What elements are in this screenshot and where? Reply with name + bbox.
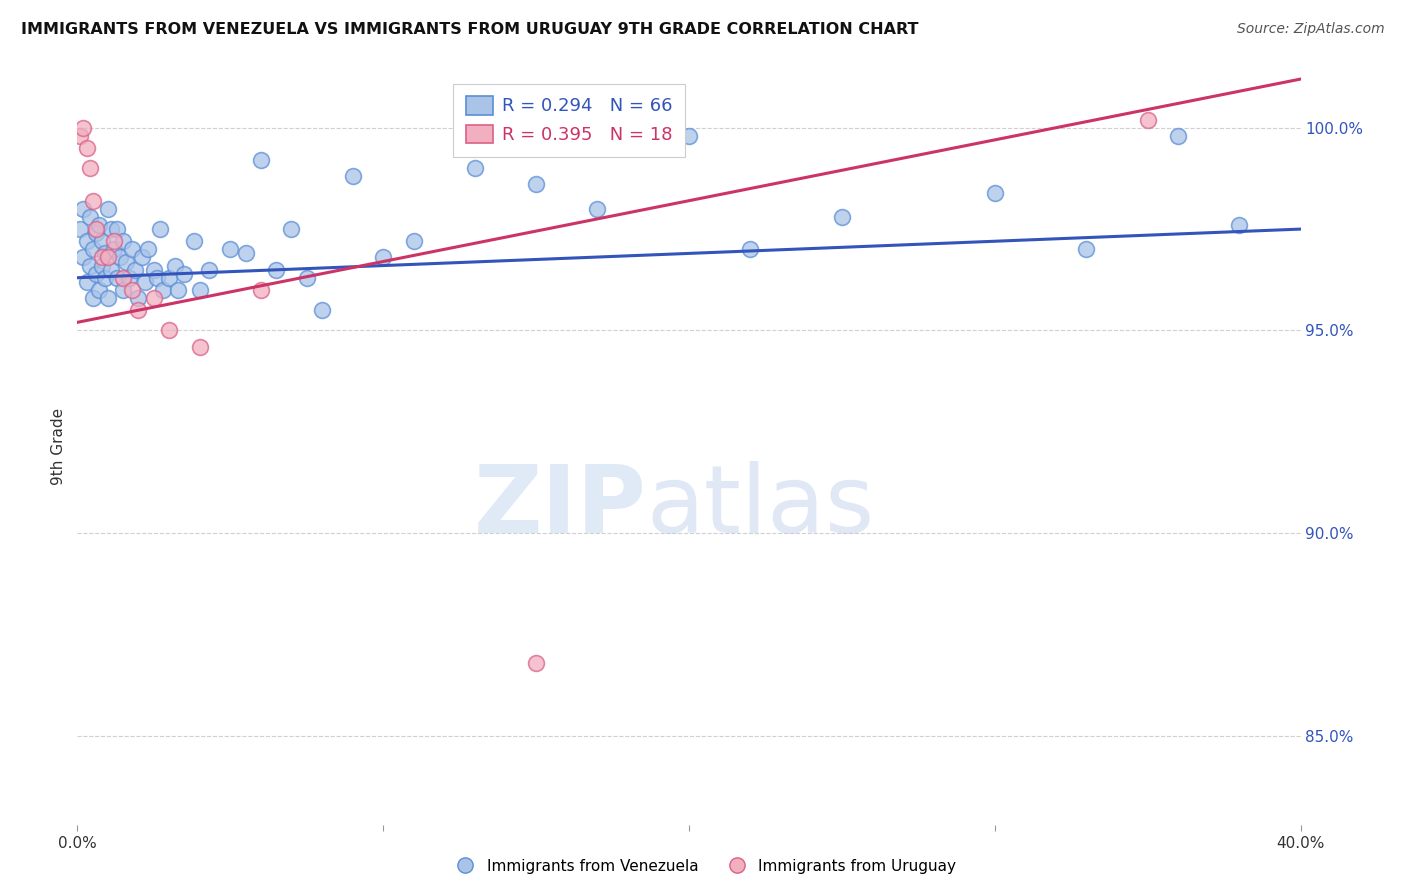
Point: [152, 283, 174, 297]
Point: [167, 283, 190, 297]
Point: [134, 275, 156, 289]
Point: [219, 243, 242, 257]
Point: [69, 128, 91, 143]
Point: [1136, 112, 1159, 127]
Point: [136, 243, 159, 257]
Text: ZIP: ZIP: [474, 460, 647, 553]
Point: [79, 210, 101, 224]
Point: [127, 291, 149, 305]
Point: [250, 153, 273, 168]
Point: [115, 254, 138, 268]
Point: [740, 243, 762, 257]
Point: [1229, 218, 1251, 232]
Point: [100, 222, 122, 236]
Legend: R = 0.294   N = 66, R = 0.395   N = 18: R = 0.294 N = 66, R = 0.395 N = 18: [453, 84, 685, 156]
Point: [112, 270, 135, 285]
Point: [90, 259, 112, 273]
Point: [82, 291, 104, 305]
Point: [371, 251, 394, 265]
Point: [149, 222, 172, 236]
Point: [183, 234, 205, 248]
Point: [524, 656, 547, 670]
Point: [84, 222, 107, 236]
Point: [402, 234, 425, 248]
Point: [586, 202, 609, 216]
Point: [173, 267, 195, 281]
Point: [142, 262, 165, 277]
Point: [108, 251, 131, 265]
Point: [97, 202, 120, 216]
Point: [97, 251, 120, 265]
Text: IMMIGRANTS FROM VENEZUELA VS IMMIGRANTS FROM URUGUAY 9TH GRADE CORRELATION CHART: IMMIGRANTS FROM VENEZUELA VS IMMIGRANTS …: [21, 22, 918, 37]
Point: [1076, 243, 1098, 257]
Point: [76, 234, 98, 248]
Point: [118, 270, 141, 285]
Point: [235, 246, 257, 260]
Point: [90, 251, 112, 265]
Point: [264, 262, 287, 277]
Point: [105, 270, 128, 285]
Point: [72, 202, 94, 216]
Point: [157, 323, 180, 337]
Point: [79, 259, 101, 273]
Text: Source: ZipAtlas.com: Source: ZipAtlas.com: [1237, 22, 1385, 37]
Point: [103, 234, 125, 248]
Point: [97, 291, 120, 305]
Point: [146, 270, 169, 285]
Point: [69, 222, 91, 236]
Point: [112, 234, 135, 248]
Point: [250, 283, 273, 297]
Y-axis label: 9th Grade: 9th Grade: [51, 408, 66, 484]
Point: [124, 262, 146, 277]
Point: [112, 283, 135, 297]
Point: [79, 161, 101, 176]
Point: [72, 251, 94, 265]
Point: [831, 210, 853, 224]
Point: [100, 262, 122, 277]
Point: [311, 303, 333, 318]
Point: [84, 267, 107, 281]
Point: [1167, 128, 1189, 143]
Point: [72, 120, 94, 135]
Point: [295, 270, 318, 285]
Point: [464, 161, 486, 176]
Point: [76, 141, 98, 155]
Point: [103, 243, 125, 257]
Point: [94, 270, 117, 285]
Point: [105, 222, 128, 236]
Point: [121, 283, 143, 297]
Legend: Immigrants from Venezuela, Immigrants from Uruguay: Immigrants from Venezuela, Immigrants fr…: [444, 853, 962, 880]
Point: [165, 259, 187, 273]
Point: [142, 291, 165, 305]
Point: [87, 283, 110, 297]
Point: [984, 186, 1007, 200]
Point: [90, 234, 112, 248]
Point: [121, 243, 143, 257]
Point: [82, 243, 104, 257]
Point: [678, 128, 700, 143]
Point: [84, 226, 107, 240]
Point: [87, 218, 110, 232]
Point: [188, 340, 211, 354]
Point: [94, 246, 117, 260]
Point: [280, 222, 302, 236]
Text: atlas: atlas: [647, 460, 875, 553]
Point: [127, 303, 149, 318]
Point: [82, 194, 104, 208]
Point: [342, 169, 364, 184]
Point: [76, 275, 98, 289]
Point: [198, 262, 221, 277]
Point: [131, 251, 153, 265]
Point: [524, 178, 547, 192]
Point: [188, 283, 211, 297]
Point: [157, 270, 180, 285]
